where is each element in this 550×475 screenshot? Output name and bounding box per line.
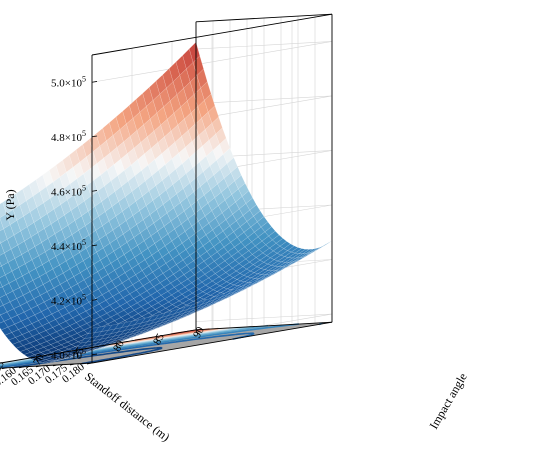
z-tick-label: 5.0×105 bbox=[51, 74, 86, 89]
surface-patch bbox=[0, 217, 4, 232]
y-tick bbox=[155, 336, 159, 342]
surface-patch bbox=[241, 190, 253, 204]
y-tick-label: 65 bbox=[0, 358, 7, 374]
surface-patch bbox=[219, 137, 231, 155]
surface-patch bbox=[226, 157, 238, 173]
z-axis-title: Y (Pa) bbox=[3, 189, 17, 220]
surface-patch bbox=[249, 204, 261, 217]
surface-patch bbox=[207, 105, 219, 124]
frame-edge bbox=[91, 13, 333, 56]
y-tick bbox=[195, 329, 199, 335]
frame-edge bbox=[195, 13, 333, 23]
z-tick bbox=[91, 299, 98, 301]
x-axis-title: Standoff distance (m) bbox=[82, 369, 172, 444]
x-tick bbox=[52, 364, 59, 367]
surface-patch bbox=[223, 147, 235, 164]
x-tick bbox=[18, 366, 25, 369]
y-axis-title: Impact angle bbox=[426, 371, 469, 432]
z-tick bbox=[91, 244, 98, 247]
surface-patch bbox=[290, 247, 303, 254]
z-tick bbox=[91, 190, 98, 192]
z-tick-label: 4.4×105 bbox=[51, 238, 86, 253]
axes-frame bbox=[0, 13, 333, 369]
tick-labels: 4.0×105 4.2×105 4.4×105 4.6×105 4.8×105 5.0×1… bbox=[0, 74, 207, 390]
z-tick-label: 4.6×105 bbox=[51, 183, 86, 198]
surface-patch bbox=[0, 240, 1, 244]
surface-patch bbox=[272, 234, 284, 244]
z-tick bbox=[91, 353, 98, 356]
surface-patch bbox=[204, 93, 216, 113]
y-tick bbox=[35, 356, 39, 363]
surface-patch bbox=[279, 241, 291, 249]
y-tick bbox=[115, 343, 119, 349]
z-tick bbox=[91, 135, 98, 138]
x-tick bbox=[86, 362, 93, 365]
surface-patch bbox=[234, 174, 246, 190]
z-tick-label: 4.8×105 bbox=[51, 129, 86, 144]
response-surface bbox=[0, 41, 333, 363]
frame-edge bbox=[91, 321, 333, 364]
surface-patch bbox=[0, 261, 2, 268]
surface-patch bbox=[283, 243, 295, 251]
surface-patch bbox=[321, 240, 333, 248]
x-tick bbox=[69, 363, 76, 366]
surface-patch bbox=[0, 298, 4, 307]
z-tick-label: 4.0×105 bbox=[51, 347, 86, 362]
frame-edge bbox=[195, 321, 333, 331]
surface-patch bbox=[306, 248, 318, 254]
surface-patch bbox=[257, 216, 269, 228]
surface-patch bbox=[230, 166, 242, 182]
surface-patch bbox=[200, 81, 212, 101]
x-tick bbox=[1, 367, 8, 370]
axis-ticks bbox=[1, 81, 199, 370]
z-tick bbox=[91, 81, 98, 83]
y-tick bbox=[75, 350, 79, 356]
x-tick bbox=[35, 365, 42, 368]
z-tick-label: 4.2×105 bbox=[51, 292, 86, 307]
